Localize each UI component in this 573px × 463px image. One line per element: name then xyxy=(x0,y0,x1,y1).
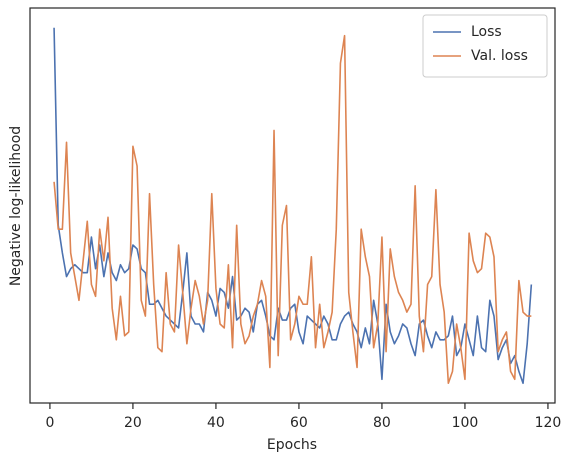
legend-label: Loss xyxy=(471,24,502,40)
legend-box xyxy=(422,14,548,78)
x-tick-label: 20 xyxy=(124,415,142,431)
plot-frame xyxy=(29,7,556,404)
x-tick-label: 120 xyxy=(535,415,562,431)
data-line xyxy=(53,34,532,385)
legend-label: Val. loss xyxy=(471,48,528,64)
x-tick-label: 0 xyxy=(45,415,54,431)
x-tick-label: 100 xyxy=(452,415,479,431)
x-tick-label: 40 xyxy=(207,415,225,431)
x-axis-label: Epochs xyxy=(267,437,317,453)
x-tick-label: 60 xyxy=(290,415,308,431)
y-axis-label: Negative log-likelihood xyxy=(8,126,24,286)
data-line xyxy=(53,27,533,385)
x-tick-label: 80 xyxy=(373,415,391,431)
